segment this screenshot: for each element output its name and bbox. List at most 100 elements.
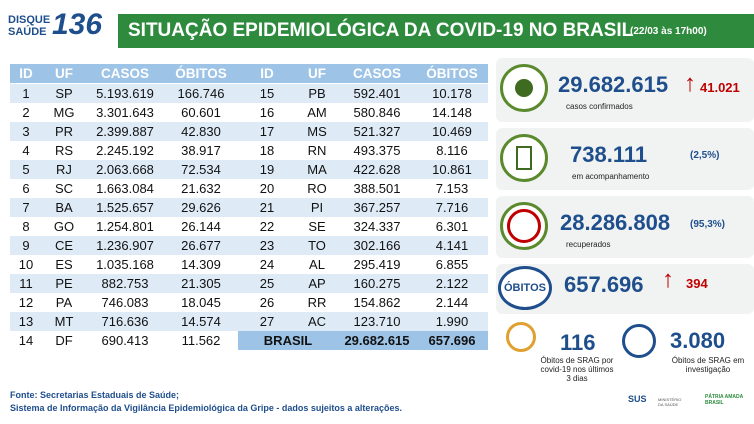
title-bar: SITUAÇÃO EPIDEMIOLÓGICA DA COVID-19 NO B… bbox=[118, 14, 754, 48]
table-cell: 580.846 bbox=[353, 105, 401, 120]
table-cell: 422.628 bbox=[353, 162, 401, 177]
table-cell: 26.144 bbox=[181, 219, 221, 234]
table-cell: 7.716 bbox=[435, 200, 469, 215]
table-row bbox=[238, 236, 488, 255]
confirmed-change: 41.021 bbox=[700, 80, 740, 95]
table-cell: 2 bbox=[22, 105, 30, 120]
table-cell: 5 bbox=[22, 162, 30, 177]
table-cell: 72.534 bbox=[181, 162, 221, 177]
table-cell: 21.632 bbox=[181, 181, 221, 196]
table-cell: 11.562 bbox=[181, 333, 221, 348]
table-row bbox=[238, 103, 488, 122]
table-row bbox=[10, 293, 238, 312]
table-cell: 5.193.619 bbox=[96, 86, 154, 101]
table-cell: PB bbox=[308, 86, 326, 101]
table-cell: 2.245.192 bbox=[96, 143, 154, 158]
brand-logo: PÁTRIA AMADA BRASIL bbox=[705, 394, 744, 406]
table-cell: RO bbox=[307, 181, 327, 196]
table-cell: 42.830 bbox=[181, 124, 221, 139]
table-cell: 27 bbox=[259, 314, 275, 329]
table-cell: 7 bbox=[22, 200, 30, 215]
investigation-label: Óbitos de SRAG em investigação bbox=[668, 356, 748, 374]
table-cell: 14 bbox=[18, 333, 34, 348]
logo-number: 136 bbox=[52, 8, 103, 41]
arrow-up: ↑ bbox=[662, 266, 674, 293]
table-cell: 14.309 bbox=[181, 257, 221, 272]
table-cell: BA bbox=[55, 200, 73, 215]
table-cell: MS bbox=[307, 124, 327, 139]
table-cell: 19 bbox=[259, 162, 275, 177]
monitoring-value: 738.111 bbox=[570, 142, 648, 167]
table-cell: PA bbox=[55, 295, 73, 310]
table-cell: 1.035.168 bbox=[96, 257, 154, 272]
label-line: Óbitos de SRAG por bbox=[540, 356, 614, 365]
table-cell: 13 bbox=[18, 314, 34, 329]
table-cell: 4.141 bbox=[435, 238, 469, 253]
table-row bbox=[10, 331, 238, 350]
table-cell: 6 bbox=[22, 181, 30, 196]
table-cell: TO bbox=[308, 238, 326, 253]
table-cell: 160.275 bbox=[353, 276, 401, 291]
recovered-label: recuperados bbox=[566, 240, 611, 249]
table-cell: MG bbox=[53, 105, 75, 120]
logo-line: DISQUE bbox=[8, 14, 51, 26]
table-row bbox=[238, 84, 488, 103]
table-cell: AL bbox=[309, 257, 325, 272]
table-cell: 2.144 bbox=[435, 295, 469, 310]
table-cell: SC bbox=[54, 181, 74, 196]
table-cell: PR bbox=[54, 124, 74, 139]
sus-logo: SUS bbox=[628, 394, 647, 404]
deaths-label: ÓBITOS bbox=[498, 266, 552, 310]
table-cell: 295.419 bbox=[353, 257, 401, 272]
table-cell: 16 bbox=[259, 105, 275, 120]
table-cell: 38.917 bbox=[181, 143, 221, 158]
table-cell: 1.990 bbox=[435, 314, 469, 329]
table-row bbox=[10, 255, 238, 274]
table-row bbox=[238, 179, 488, 198]
logo-line: SAÚDE bbox=[8, 26, 47, 38]
table-cell: RS bbox=[54, 143, 74, 158]
table-cell: 18.045 bbox=[181, 295, 221, 310]
table-cell: 3 bbox=[22, 124, 30, 139]
footer: Fonte: Secretarias Estaduais de Saúde; Si… bbox=[10, 389, 402, 415]
srag-label: Óbitos de SRAG por covid-19 nos últimos 3 … bbox=[540, 356, 614, 383]
table-cell: 6.855 bbox=[435, 257, 469, 272]
table-cell: 1.663.084 bbox=[96, 181, 154, 196]
table-row bbox=[238, 255, 488, 274]
table-cell: 388.501 bbox=[353, 181, 401, 196]
table-cell: AC bbox=[307, 314, 327, 329]
logo-text: DISQUE SAÚDE bbox=[8, 14, 50, 38]
table-row bbox=[238, 312, 488, 331]
table-cell: 11 bbox=[19, 276, 33, 291]
table-row bbox=[238, 198, 488, 217]
table-cell: 60.601 bbox=[181, 105, 221, 120]
table-cell: CE bbox=[54, 238, 74, 253]
table-cell: 24 bbox=[259, 257, 275, 272]
table-cell: 302.166 bbox=[353, 238, 401, 253]
deaths-change: 394 bbox=[686, 276, 708, 291]
total-row bbox=[238, 331, 488, 350]
table-row bbox=[238, 122, 488, 141]
label-line: investigação bbox=[685, 365, 731, 374]
table-cell: 4 bbox=[22, 143, 30, 158]
label-line: 3 dias bbox=[566, 374, 588, 383]
table-row bbox=[10, 122, 238, 141]
monitoring-percent: (2,5%) bbox=[690, 150, 720, 161]
table-row bbox=[10, 179, 238, 198]
table-cell: RN bbox=[307, 143, 327, 158]
column-header: ÓBITOS bbox=[175, 66, 227, 81]
label-line: covid-19 nos últimos bbox=[540, 365, 614, 374]
table-cell: RJ bbox=[56, 162, 72, 177]
table-cell: GO bbox=[53, 219, 75, 234]
table-row bbox=[10, 84, 238, 103]
confirmed-value: 29.682.615 bbox=[558, 72, 669, 97]
table-cell: SP bbox=[55, 86, 73, 101]
date: (22/03 às 17h00) bbox=[630, 26, 707, 37]
table-cell: 3.301.643 bbox=[96, 105, 154, 120]
table-cell: 23 bbox=[259, 238, 275, 253]
table-cell: MT bbox=[54, 314, 74, 329]
column-header: ÓBITOS bbox=[426, 66, 478, 81]
deaths-value: 657.696 bbox=[564, 272, 644, 297]
table-cell: 1 bbox=[22, 86, 30, 101]
